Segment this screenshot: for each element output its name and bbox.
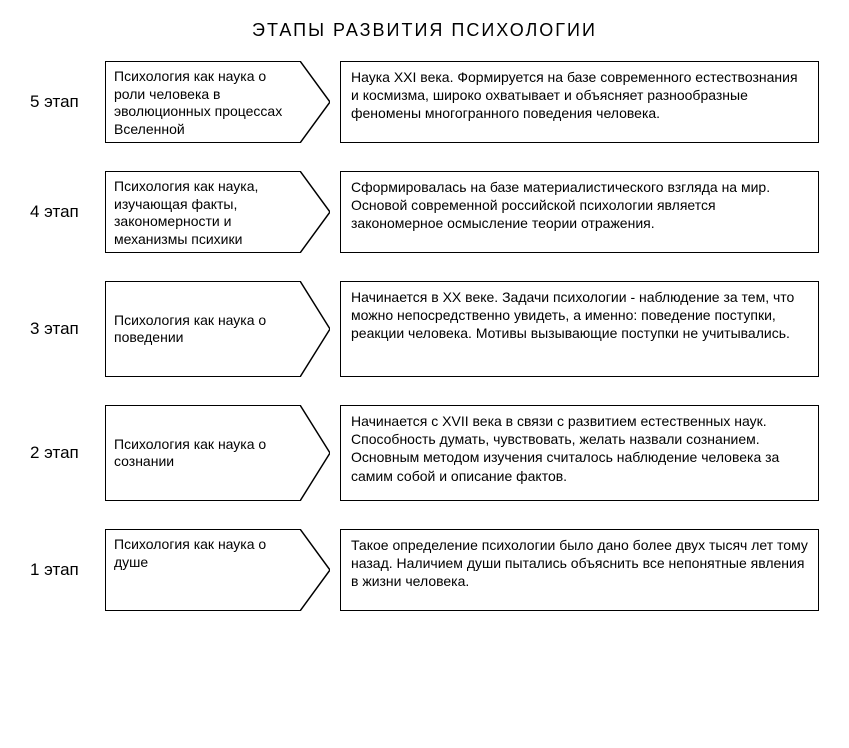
stage-row: 2 этап Психология как наука о сознании Нач…	[30, 405, 819, 501]
arrow-box: Психология как наука, изучающая факты, з…	[105, 171, 330, 253]
stage-row: 3 этап Психология как наука о поведении На…	[30, 281, 819, 377]
stage-short-text: Психология как наука о сознании	[105, 405, 300, 501]
diagram-title: ЭТАПЫ РАЗВИТИЯ ПСИХОЛОГИИ	[30, 20, 819, 41]
arrow-head-icon	[300, 61, 330, 143]
stage-short-text: Психология как наука о роли человека в э…	[105, 61, 300, 143]
arrow-head-icon	[300, 405, 330, 501]
stage-description: Начинается в XX веке. Задачи психологии …	[340, 281, 819, 377]
stages-container: 5 этап Психология как наука о роли челове…	[30, 61, 819, 611]
stage-label: 2 этап	[30, 443, 95, 463]
stage-label: 3 этап	[30, 319, 95, 339]
stage-row: 4 этап Психология как наука, изучающая фа…	[30, 171, 819, 253]
stage-short-text: Психология как наука, изучающая факты, з…	[105, 171, 300, 253]
arrow-head-icon	[300, 171, 330, 253]
arrow-box: Психология как наука о душе	[105, 529, 330, 611]
arrow-head-icon	[300, 281, 330, 377]
stage-label: 4 этап	[30, 202, 95, 222]
stage-description: Начинается с XVII века в связи с развити…	[340, 405, 819, 501]
arrow-box: Психология как наука о поведении	[105, 281, 330, 377]
stage-short-text: Психология как наука о поведении	[105, 281, 300, 377]
arrow-box: Психология как наука о сознании	[105, 405, 330, 501]
stage-short-text: Психология как наука о душе	[105, 529, 300, 611]
arrow-head-icon	[300, 529, 330, 611]
stage-description: Такое определение психологии было дано б…	[340, 529, 819, 611]
stage-row: 1 этап Психология как наука о душе Такое о…	[30, 529, 819, 611]
stage-description: Наука XXI века. Формируется на базе совр…	[340, 61, 819, 143]
stage-description: Сформировалась на базе материалистическо…	[340, 171, 819, 253]
arrow-box: Психология как наука о роли человека в э…	[105, 61, 330, 143]
stage-label: 5 этап	[30, 92, 95, 112]
stage-label: 1 этап	[30, 560, 95, 580]
stage-row: 5 этап Психология как наука о роли челове…	[30, 61, 819, 143]
